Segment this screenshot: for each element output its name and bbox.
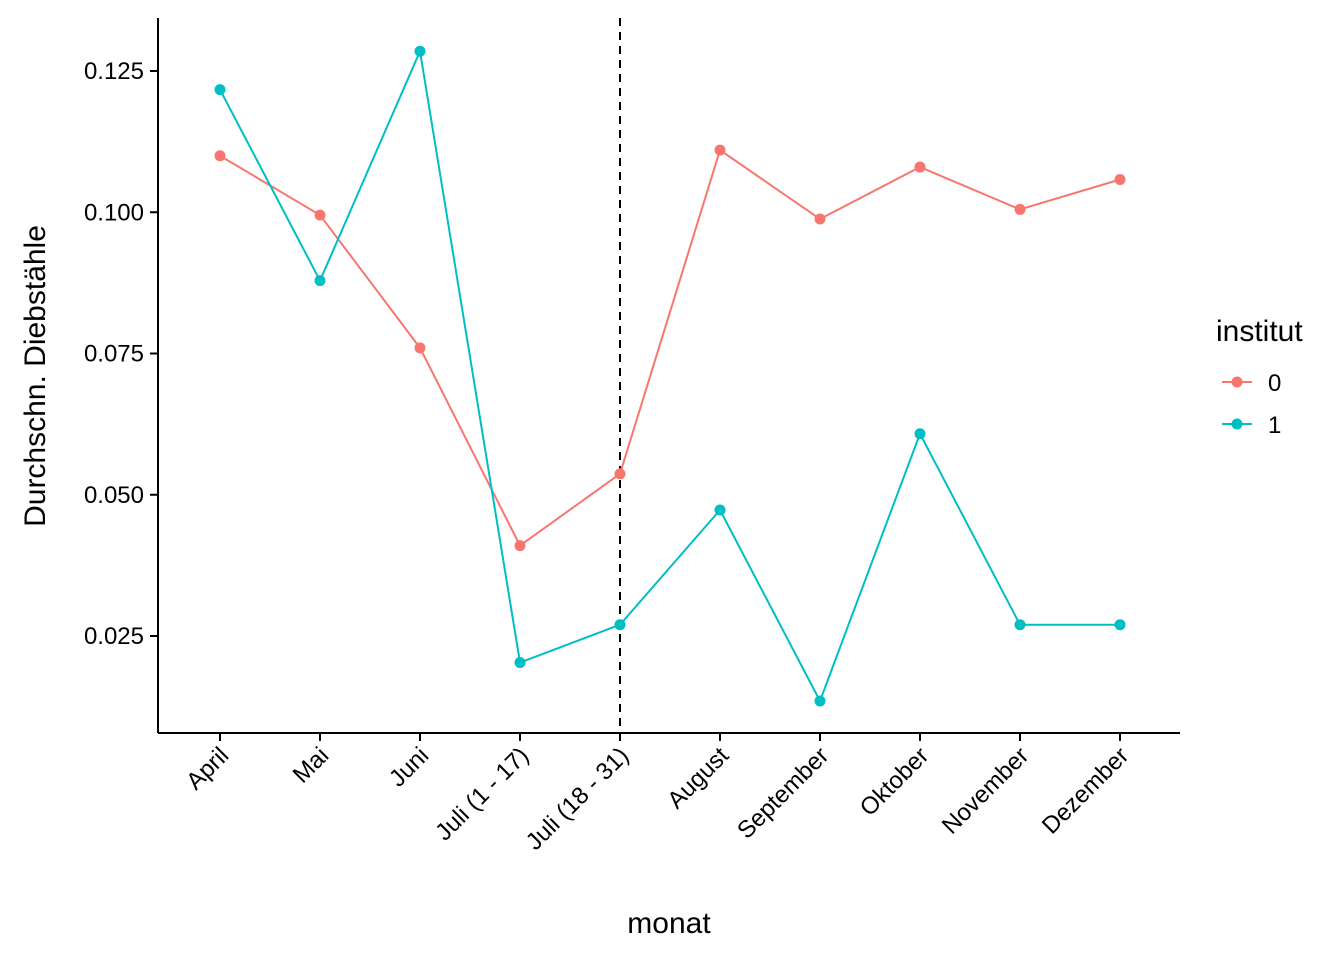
series-1 bbox=[214, 45, 1126, 707]
data-point bbox=[1114, 619, 1126, 631]
series-line bbox=[219, 149, 1121, 547]
data-point bbox=[814, 213, 826, 225]
x-tick-label: Juni bbox=[384, 742, 434, 792]
x-tick-label: September bbox=[732, 742, 834, 844]
x-tick-label: April bbox=[181, 742, 234, 795]
y-tick-label: 0.075 bbox=[84, 341, 144, 368]
data-point bbox=[314, 275, 326, 287]
legend: institut 01 bbox=[1216, 315, 1303, 439]
legend-point bbox=[1231, 376, 1243, 388]
data-point bbox=[214, 84, 226, 96]
data-point bbox=[1114, 173, 1126, 185]
x-tick-label: Juli (18 - 31) bbox=[521, 742, 634, 855]
legend-item: 1 bbox=[1222, 412, 1281, 439]
y-tick-label: 0.025 bbox=[84, 623, 144, 650]
series-0 bbox=[214, 144, 1126, 552]
data-point bbox=[314, 209, 326, 221]
x-tick-label: Oktober bbox=[855, 742, 934, 821]
y-axis-title: Durchschn. Diebstähle bbox=[19, 225, 52, 527]
x-tick-label: August bbox=[662, 742, 734, 814]
data-point bbox=[514, 657, 526, 669]
legend-items: 01 bbox=[1222, 370, 1281, 439]
data-point bbox=[714, 504, 726, 516]
y-ticks: 0.025 0.050 0.075 0.100 0.125 bbox=[84, 58, 158, 650]
data-point bbox=[914, 161, 926, 173]
data-point bbox=[814, 695, 826, 707]
data-point bbox=[414, 342, 426, 354]
data-point bbox=[514, 540, 526, 552]
y-tick-label: 0.050 bbox=[84, 482, 144, 509]
data-point bbox=[214, 150, 226, 162]
legend-title: institut bbox=[1216, 315, 1303, 348]
data-point bbox=[1014, 619, 1026, 631]
axes-layer bbox=[157, 18, 1180, 734]
x-tick-label: Dezember bbox=[1037, 742, 1134, 839]
series-layer bbox=[214, 45, 1126, 707]
data-point bbox=[914, 428, 926, 440]
data-point bbox=[714, 144, 726, 156]
data-point bbox=[614, 468, 626, 480]
legend-label: 0 bbox=[1268, 370, 1281, 397]
legend-item: 0 bbox=[1222, 370, 1281, 397]
x-tick-label: Juli (1 - 17) bbox=[430, 742, 534, 846]
y-tick-label: 0.100 bbox=[84, 199, 144, 226]
legend-point bbox=[1231, 418, 1243, 430]
y-tick-label: 0.125 bbox=[84, 58, 144, 85]
x-axis-title: monat bbox=[627, 907, 711, 940]
series-line bbox=[219, 50, 1120, 702]
data-point bbox=[414, 45, 426, 57]
data-point bbox=[1014, 203, 1026, 215]
x-tick-label: Mai bbox=[288, 742, 334, 788]
x-tick-label: November bbox=[937, 742, 1034, 839]
data-point bbox=[614, 619, 626, 631]
legend-label: 1 bbox=[1268, 412, 1281, 439]
